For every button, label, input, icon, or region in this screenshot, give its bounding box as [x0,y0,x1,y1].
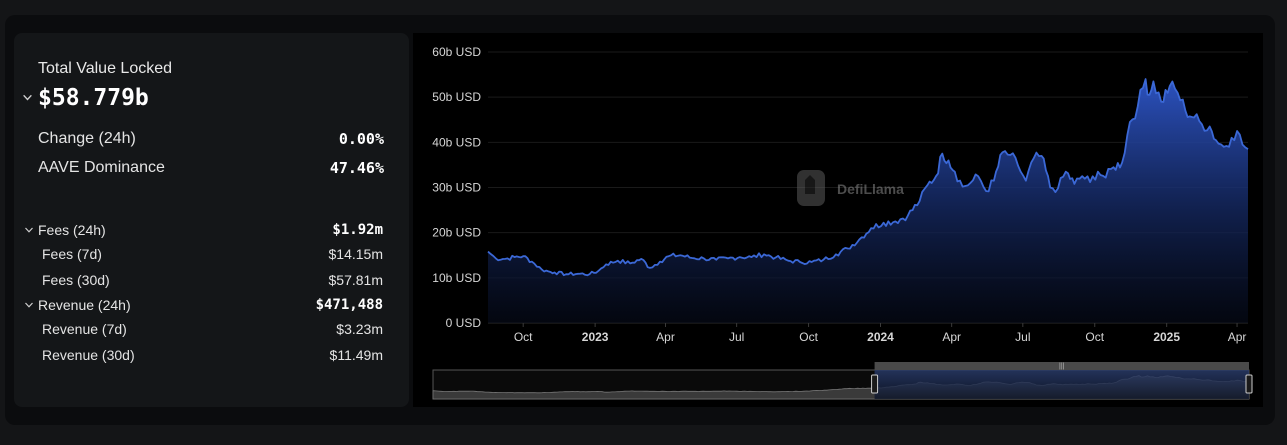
chevron-down-icon [24,223,38,238]
x-tick-label: 2023 [582,330,609,344]
x-tick-label: Jul [1015,330,1030,344]
tvl-line [487,78,1249,277]
metric-value: $14.15m [328,246,383,262]
metric-label: Fees (7d) [42,246,102,262]
metric-value: $57.81m [328,272,383,288]
x-axis: Oct 2023 Apr Jul Oct 2024 Apr Jul Oct 2025 Apr [514,323,1247,344]
metric-label: Fees (30d) [42,272,110,288]
metric-label: Fees (24h) [38,222,106,238]
dominance-label: AAVE Dominance [38,159,165,176]
range-navigator[interactable]: ||| [432,362,1253,400]
navigator-handle-right[interactable] [1245,374,1253,394]
change-value: 0.00% [338,130,384,148]
llama-icon [805,175,815,194]
x-tick-label: 2025 [1153,330,1180,344]
y-tick-label: 60b USD [432,45,481,59]
metric-row-fees-7d: Fees (7d) $14.15m [42,246,383,262]
metric-row-fees-30d: Fees (30d) $57.81m [42,272,383,288]
x-tick-label: 2024 [867,330,894,344]
metric-value: $11.49m [329,347,383,363]
y-tick-label: 30b USD [432,181,481,195]
change-label: Change (24h) [38,130,136,147]
metric-value: $3.23m [336,321,383,337]
metric-label: Revenue (7d) [42,321,127,337]
y-tick-label: 40b USD [432,135,481,149]
x-tick-label: Apr [656,330,675,344]
chevron-down-icon [24,298,38,313]
y-tick-label: 20b USD [432,226,481,240]
x-tick-label: Oct [799,330,818,344]
tvl-label: Total Value Locked [38,60,173,77]
navigator-scrollbar [874,362,1249,370]
change-row: Change (24h) 0.00% [38,130,384,148]
navigator-selection [874,370,1249,399]
chevron-down-icon [22,91,36,106]
x-tick-label: Oct [514,330,533,344]
x-tick-label: Apr [1228,330,1247,344]
metric-value: $1.92m [332,222,383,238]
navigator-grip-icon: ||| [1059,363,1065,370]
plot-area [487,78,1249,323]
watermark: DefiLlama [797,170,904,206]
dominance-row: AAVE Dominance 47.46% [38,159,384,177]
x-tick-label: Jul [729,330,744,344]
tvl-value: $58.779b [38,85,149,111]
tvl-toggle[interactable]: $58.779b [22,85,149,111]
metric-row-revenue-30d: Revenue (30d) $11.49m [42,347,383,363]
metric-value: $471,488 [315,297,383,313]
navigator-handle-left[interactable] [871,374,879,394]
metric-row-revenue-7d: Revenue (7d) $3.23m [42,321,383,337]
y-axis: 0 USD 10b USD 20b USD 30b USD 40b USD 50b USD… [432,45,481,330]
metric-label: Revenue (30d) [42,347,135,363]
metric-label: Revenue (24h) [38,297,131,313]
x-tick-label: Apr [942,330,961,344]
y-tick-label: 10b USD [432,271,481,285]
y-tick-label: 0 USD [446,316,482,330]
stats-panel: Total Value Locked $58.779b Change (24h)… [14,33,409,407]
metric-row-revenue-24h[interactable]: Revenue (24h) $471,488 [24,297,383,313]
metric-row-fees-24h[interactable]: Fees (24h) $1.92m [24,222,383,238]
y-tick-label: 50b USD [432,90,481,104]
tvl-area [488,79,1248,323]
x-tick-label: Oct [1085,330,1104,344]
tvl-chart[interactable]: DefiLlama 0 USD 10b USD 20b USD 30b USD 40b … [413,33,1263,407]
dominance-value: 47.46% [329,159,384,177]
watermark-text: DefiLlama [837,181,904,197]
